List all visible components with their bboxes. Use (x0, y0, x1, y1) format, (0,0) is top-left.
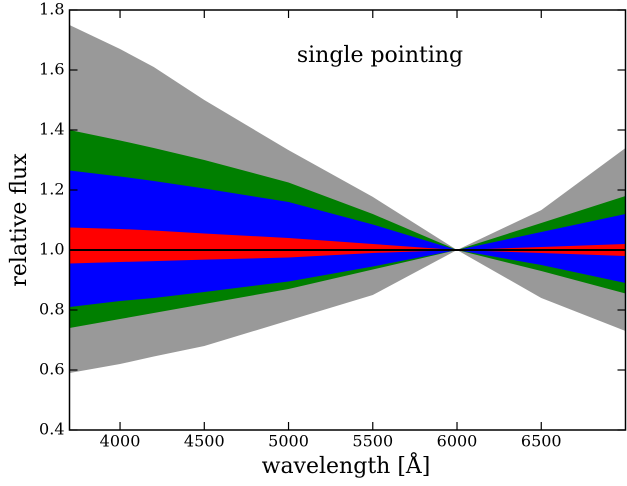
y-tick-label: 0.6 (39, 360, 64, 379)
x-tick-label: 6500 (521, 432, 562, 451)
x-tick-label: 4500 (184, 432, 225, 451)
y-tick-label: 1.8 (39, 0, 64, 19)
band (69, 227, 626, 264)
y-tick-label: 1.2 (39, 180, 64, 199)
band (69, 170, 626, 307)
x-axis-label: wavelength [Å] (262, 451, 431, 479)
y-tick-label: 1.4 (39, 120, 64, 139)
x-tick-label: 6000 (437, 432, 478, 451)
y-tick-label: 1.6 (39, 60, 64, 79)
y-axis-label: relative flux (7, 153, 32, 287)
x-tick-label: 4000 (100, 432, 141, 451)
y-tick-label: 0.4 (39, 420, 64, 439)
plot-frame (68, 9, 627, 431)
x-tick-label: 5000 (268, 432, 309, 451)
x-tick-label: 5500 (352, 432, 393, 451)
y-tick-label: 0.8 (39, 300, 64, 319)
chart-title: single pointing (297, 43, 463, 68)
y-tick-label: 1.0 (39, 240, 64, 259)
